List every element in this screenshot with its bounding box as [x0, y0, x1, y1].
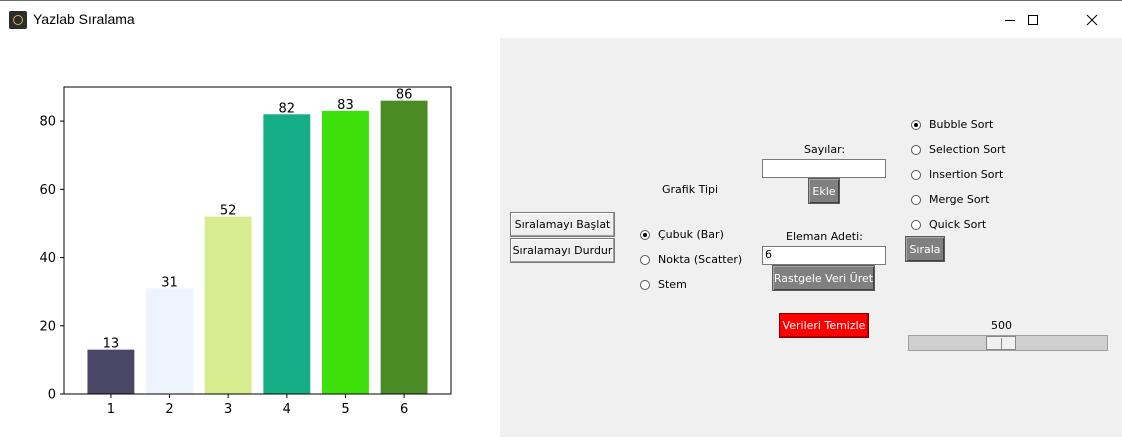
slider-handle[interactable] [986, 336, 1016, 350]
close-button[interactable] [1069, 1, 1115, 38]
chart-bar [322, 110, 369, 394]
bar-value-label: 52 [220, 204, 237, 219]
x-tick-label: 1 [107, 402, 115, 417]
radio-icon [911, 219, 921, 230]
minimize-icon [1005, 19, 1015, 21]
maximize-icon [1028, 14, 1038, 25]
selection-sort-radio[interactable]: Selection Sort [911, 143, 1006, 156]
y-tick-label: 0 [48, 388, 56, 403]
radio-icon [911, 144, 921, 155]
random-data-button[interactable]: Rastgele Veri Üret [772, 265, 875, 291]
speed-slider[interactable] [908, 335, 1108, 351]
element-count-label: Eleman Adeti: [786, 230, 863, 243]
plot-frame [63, 86, 452, 395]
merge-sort-label: Merge Sort [929, 193, 990, 206]
x-tick-label: 2 [165, 402, 173, 417]
close-icon [1086, 14, 1098, 25]
insertion-sort-radio[interactable]: Insertion Sort [911, 168, 1003, 181]
bar-value-label: 86 [396, 88, 413, 103]
x-tick-label: 5 [341, 402, 349, 417]
x-tick-label: 3 [224, 402, 232, 417]
bubble-sort-radio[interactable]: Bubble Sort [911, 118, 993, 131]
x-tick-label: 6 [400, 402, 408, 417]
bar-value-label: 82 [279, 101, 296, 116]
x-tick-label: 4 [283, 402, 291, 417]
chart-panel: 13 1 31 2 52 3 82 4 83 5 86 6 0 20 40 60 80 [0, 38, 500, 437]
insertion-sort-label: Insertion Sort [929, 168, 1004, 181]
clear-data-button[interactable]: Verileri Temizle [779, 313, 869, 338]
y-tick-label: 40 [39, 251, 56, 266]
numbers-input[interactable] [762, 159, 886, 178]
y-tick-label: 20 [39, 319, 56, 334]
bubble-sort-label: Bubble Sort [929, 118, 994, 131]
chart-bar [87, 349, 135, 394]
quick-sort-label: Quick Sort [929, 218, 987, 231]
stop-sort-button[interactable]: Sıralamayı Durdur [510, 238, 615, 263]
sort-button[interactable]: Sırala [905, 236, 945, 262]
chart-type-bar-label: Çubuk (Bar) [658, 228, 724, 241]
numbers-label: Sayılar: [804, 143, 846, 156]
chart-bar [146, 288, 193, 394]
radio-icon [640, 229, 650, 240]
chart-type-bar-radio[interactable]: Çubuk (Bar) [640, 228, 724, 241]
speed-value-label: 500 [991, 319, 1012, 332]
bar-value-label: 31 [161, 275, 178, 290]
radio-icon [640, 279, 650, 290]
minimize-button[interactable] [987, 1, 1033, 38]
chart-type-scatter-radio[interactable]: Nokta (Scatter) [640, 253, 742, 266]
maximize-button[interactable] [1010, 1, 1056, 38]
title-bar: Yazlab Sıralama [0, 0, 1122, 38]
merge-sort-radio[interactable]: Merge Sort [911, 193, 989, 206]
element-count-input[interactable]: 6 [762, 246, 886, 265]
app-icon [9, 11, 27, 29]
y-tick-label: 60 [39, 183, 56, 198]
bar-value-label: 83 [337, 98, 354, 113]
chart-bar [380, 100, 428, 394]
radio-icon [911, 194, 921, 205]
add-button[interactable]: Ekle [808, 178, 840, 204]
controls-panel [500, 38, 1122, 437]
y-tick-label: 80 [39, 115, 56, 130]
chart-type-stem-radio[interactable]: Stem [640, 278, 687, 291]
radio-icon [911, 169, 921, 180]
radio-icon [911, 119, 921, 130]
start-sort-button[interactable]: Sıralamayı Başlat [510, 212, 615, 237]
bar-value-label: 13 [103, 337, 120, 352]
chart-type-scatter-label: Nokta (Scatter) [658, 253, 743, 266]
quick-sort-radio[interactable]: Quick Sort [911, 218, 986, 231]
window-title: Yazlab Sıralama [33, 11, 135, 27]
chart-bar [263, 114, 311, 395]
chart-bar [204, 216, 252, 394]
selection-sort-label: Selection Sort [929, 143, 1006, 156]
radio-icon [640, 254, 650, 265]
chart-type-stem-label: Stem [658, 278, 687, 291]
chart-type-label: Grafik Tipi [662, 183, 719, 196]
